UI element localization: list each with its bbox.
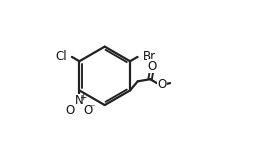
Text: O: O xyxy=(66,104,75,117)
Text: N: N xyxy=(75,94,84,107)
Text: +: + xyxy=(79,93,87,102)
Text: O: O xyxy=(147,60,157,73)
Text: Cl: Cl xyxy=(56,50,67,63)
Text: O: O xyxy=(157,78,167,91)
Text: ⁻: ⁻ xyxy=(89,103,94,113)
Text: Br: Br xyxy=(143,50,156,63)
Text: O: O xyxy=(84,104,93,117)
